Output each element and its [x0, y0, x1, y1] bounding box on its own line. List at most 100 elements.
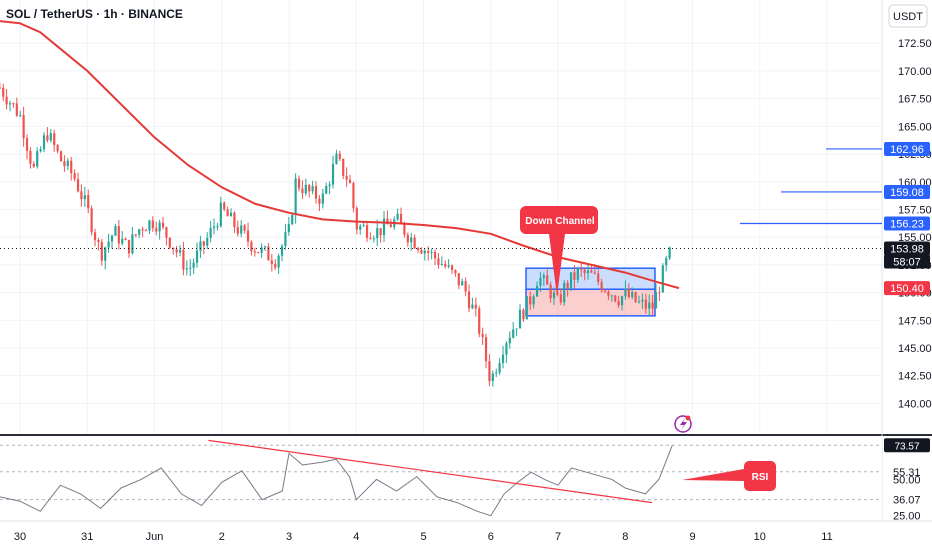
candle-body [396, 213, 399, 220]
candle-body [202, 241, 205, 246]
candle-body [172, 247, 175, 250]
candle-body [556, 292, 559, 295]
candle-body [5, 96, 8, 105]
chart-title: SOL / TetherUS · 1h · BINANCE [6, 7, 183, 21]
time-axis [0, 521, 932, 550]
candle-body [522, 309, 525, 320]
candle-body [416, 248, 420, 251]
rsi-callout-label: RSI [752, 472, 769, 483]
moving-average-line [0, 20, 680, 290]
candle-body [15, 103, 18, 116]
candle-body [83, 195, 86, 200]
candle-body [566, 282, 569, 289]
candle-body [216, 226, 219, 228]
candle-body [321, 193, 324, 204]
candle-body [294, 178, 297, 216]
candle-body [617, 301, 620, 306]
candle-body [311, 186, 314, 192]
candle-body [603, 290, 607, 292]
candle-body [369, 237, 372, 239]
rsi-tick-label: 50.00 [893, 474, 921, 486]
candle-body [382, 218, 386, 236]
time-tick-label: 5 [420, 531, 426, 543]
candle-body [342, 158, 345, 176]
candle-body [318, 198, 321, 204]
candle-body [471, 304, 474, 309]
candle-body [175, 249, 178, 253]
candle-body [243, 225, 246, 231]
candle-body [413, 237, 416, 249]
candle-body [593, 272, 596, 274]
candle-body [440, 264, 443, 266]
candle-body [178, 249, 182, 253]
candle-body [430, 251, 433, 253]
candle-body [454, 269, 457, 274]
currency-button[interactable] [888, 4, 928, 28]
rsi-callout [682, 461, 776, 491]
candle-body [127, 239, 131, 254]
candle-body [308, 184, 311, 192]
candle-body [512, 329, 515, 338]
candle-body [569, 272, 573, 289]
rsi-badge [884, 438, 930, 453]
price-tick-label: 165.00 [898, 121, 932, 133]
candle-body [597, 273, 600, 282]
candle-body [410, 237, 413, 243]
price-badge-label: 153.98 [890, 243, 924, 255]
candle-body [246, 230, 250, 242]
candle-body [291, 215, 294, 225]
candle-body [66, 160, 69, 167]
candle-body [151, 220, 154, 229]
candle-body [0, 87, 1, 89]
candle-body [665, 258, 668, 266]
down-channel-label: Down Channel [525, 216, 595, 227]
candle-body [301, 188, 304, 194]
candle-body [447, 265, 450, 267]
candle-body [600, 281, 603, 291]
candle-body [359, 225, 362, 230]
candle-body [386, 218, 389, 225]
rsi-tick-label: 36.07 [893, 495, 921, 507]
candle-body [155, 228, 158, 232]
candle-body [607, 291, 610, 296]
candle-body [250, 241, 253, 252]
candle-body [495, 372, 498, 374]
candle-body [124, 238, 127, 240]
time-tick-label: Jun [146, 531, 164, 543]
candle-body [297, 178, 301, 189]
candle-body [8, 103, 12, 105]
candle-body [461, 281, 464, 286]
candle-body [505, 343, 508, 355]
price-badge-label: 162.96 [890, 144, 924, 156]
candle-body [36, 151, 39, 167]
candle-body [338, 153, 341, 159]
currency-button-label: USDT [893, 11, 923, 23]
candle-body [641, 299, 644, 302]
candle-body [70, 160, 73, 174]
price-badge [884, 241, 930, 256]
candle-body [372, 238, 375, 240]
candle-body [423, 250, 426, 254]
candle-body [240, 225, 243, 234]
candle-body [552, 292, 556, 299]
price-badge-label: 156.23 [890, 219, 924, 231]
candle-body [464, 281, 467, 292]
candle-body [420, 250, 423, 254]
candle-body [287, 224, 290, 233]
candle-body [168, 237, 171, 248]
candle-body [474, 304, 477, 309]
candle-body [59, 151, 63, 162]
price-badge-label: 58:07 [893, 256, 921, 268]
time-tick-label: 6 [488, 531, 494, 543]
candle-body [508, 337, 511, 344]
candle-body [325, 186, 328, 194]
candle-body [586, 270, 590, 274]
candle-body [195, 250, 199, 263]
candle-body [148, 220, 151, 231]
candle-body [189, 267, 192, 269]
price-tick-label: 172.50 [898, 38, 932, 50]
candle-body [481, 333, 484, 338]
rsi-badge-label: 73.57 [894, 441, 919, 452]
candle-body [233, 212, 236, 228]
candle-body [158, 222, 161, 232]
